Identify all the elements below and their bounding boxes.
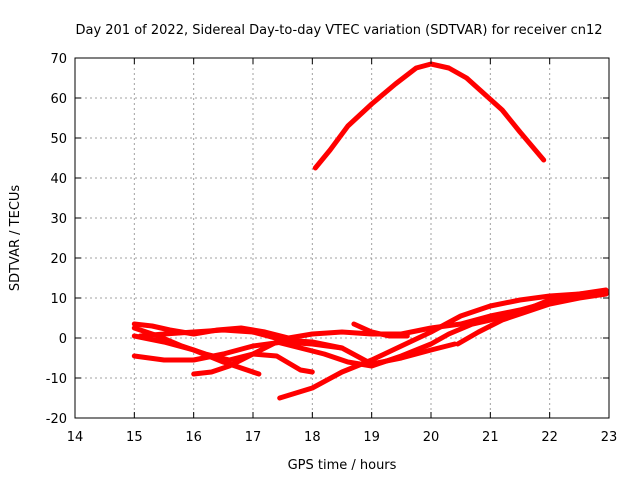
y-tick-label: 10 [50, 292, 67, 307]
y-tick-label: 70 [50, 52, 67, 67]
axis-ticks [74, 57, 610, 419]
x-tick-label: 22 [541, 430, 558, 445]
y-tick-label: 0 [59, 332, 67, 347]
series-line-arc-i [455, 291, 609, 347]
series-layer [131, 61, 609, 401]
y-tick-label: -20 [46, 412, 67, 427]
y-tick-label: 50 [50, 132, 67, 147]
series-line-arc-h [351, 321, 410, 339]
plot-frame [74, 57, 610, 419]
x-tick-label: 21 [482, 430, 499, 445]
grid [75, 58, 609, 418]
x-axis-title: GPS time / hours [288, 458, 397, 473]
x-tick-label: 16 [185, 430, 202, 445]
y-tick-labels: -20 -10 0 10 20 30 40 50 60 70 [46, 52, 67, 427]
series-line-arc-f [137, 327, 345, 351]
series-line-arc-g [277, 287, 609, 401]
x-tick-labels: 14 15 16 17 18 19 20 21 22 23 [67, 430, 618, 445]
y-tick-label: 30 [50, 212, 67, 227]
chart-title: Day 201 of 2022, Sidereal Day-to-day VTE… [75, 23, 602, 38]
x-tick-label: 18 [304, 430, 321, 445]
series-line-arc-high [312, 61, 547, 171]
x-tick-label: 14 [67, 430, 84, 445]
y-tick-label: -10 [46, 372, 67, 387]
y-tick-label: 40 [50, 172, 67, 187]
x-tick-label: 17 [245, 430, 262, 445]
series-line-arc-d [191, 351, 315, 377]
x-tick-label: 19 [363, 430, 380, 445]
series-line-arc-e [131, 333, 262, 377]
y-axis-title: SDTVAR / TECUs [8, 185, 23, 292]
x-tick-label: 20 [423, 430, 440, 445]
x-tick-label: 15 [126, 430, 143, 445]
y-tick-label: 60 [50, 92, 67, 107]
x-tick-label: 23 [601, 430, 618, 445]
y-tick-label: 20 [50, 252, 67, 267]
